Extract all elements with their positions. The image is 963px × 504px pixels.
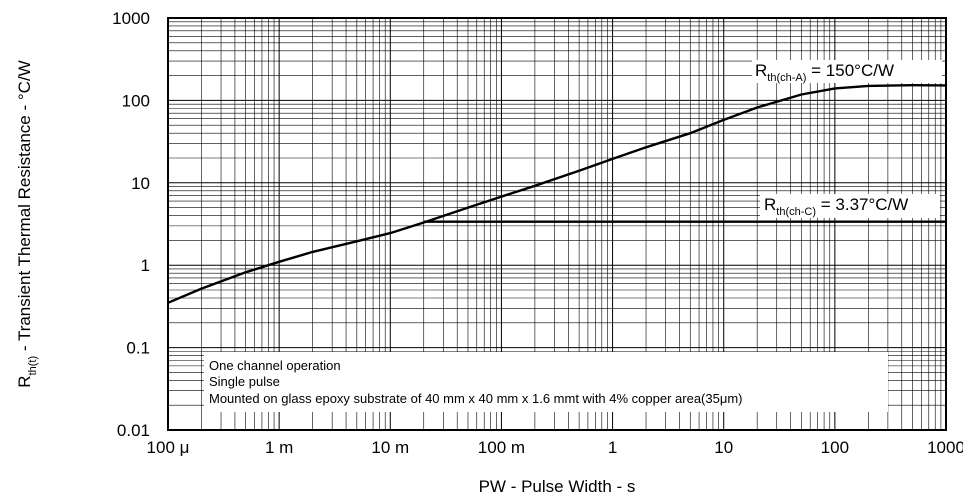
- x-tick-label: 100 μ: [147, 438, 190, 457]
- x-tick-label: 1000: [927, 438, 963, 457]
- x-tick-label: 1 m: [265, 438, 293, 457]
- ch-c-label-bg: [760, 194, 940, 218]
- y-tick-label: 0.1: [126, 339, 150, 358]
- y-tick-label: 100: [122, 91, 150, 110]
- ch-a-label: Rth(ch-A) = 150°C/W: [755, 61, 894, 84]
- y-tick-label: 1000: [112, 9, 150, 28]
- x-tick-label: 1: [608, 438, 617, 457]
- curves: [167, 83, 947, 304]
- y-axis-title-sub: th(t): [27, 356, 39, 376]
- conditions-note-bg: [204, 352, 888, 412]
- condition-note: One channel operation: [209, 358, 341, 373]
- ch-a-label-bg: [752, 60, 942, 83]
- x-tick-label: 10: [714, 438, 733, 457]
- y-tick-label: 10: [131, 174, 150, 193]
- plot-frame: [167, 17, 947, 431]
- y-axis-title: Rth(t) - Transient Thermal Resistance - …: [15, 60, 39, 387]
- ch-a-curve: [167, 83, 947, 304]
- y-tick-label: 1: [141, 256, 150, 275]
- condition-note: Single pulse: [209, 374, 280, 389]
- condition-note: Mounted on glass epoxy substrate of 40 m…: [209, 391, 743, 406]
- y-axis-title-prefix: R: [15, 375, 34, 387]
- ch-c-label: Rth(ch-C) = 3.37°C/W: [764, 195, 908, 218]
- tick-labels: 100 μ 1 m 10 m 100 m 1 10 100 1000 0.01 0.1 1 10 100…: [112, 9, 963, 457]
- x-tick-label: 100: [821, 438, 849, 457]
- x-axis-title: PW - Pulse Width - s: [479, 477, 636, 496]
- x-tick-label: 100 m: [478, 438, 525, 457]
- y-tick-label: 0.01: [117, 421, 150, 440]
- y-axis-title-suffix: - Transient Thermal Resistance - °C/W: [15, 60, 34, 356]
- annotation-boxes: Rth(ch-A) = 150°C/W Rth(ch-C) = 3.37°C/W O…: [204, 60, 942, 412]
- x-tick-label: 10 m: [371, 438, 409, 457]
